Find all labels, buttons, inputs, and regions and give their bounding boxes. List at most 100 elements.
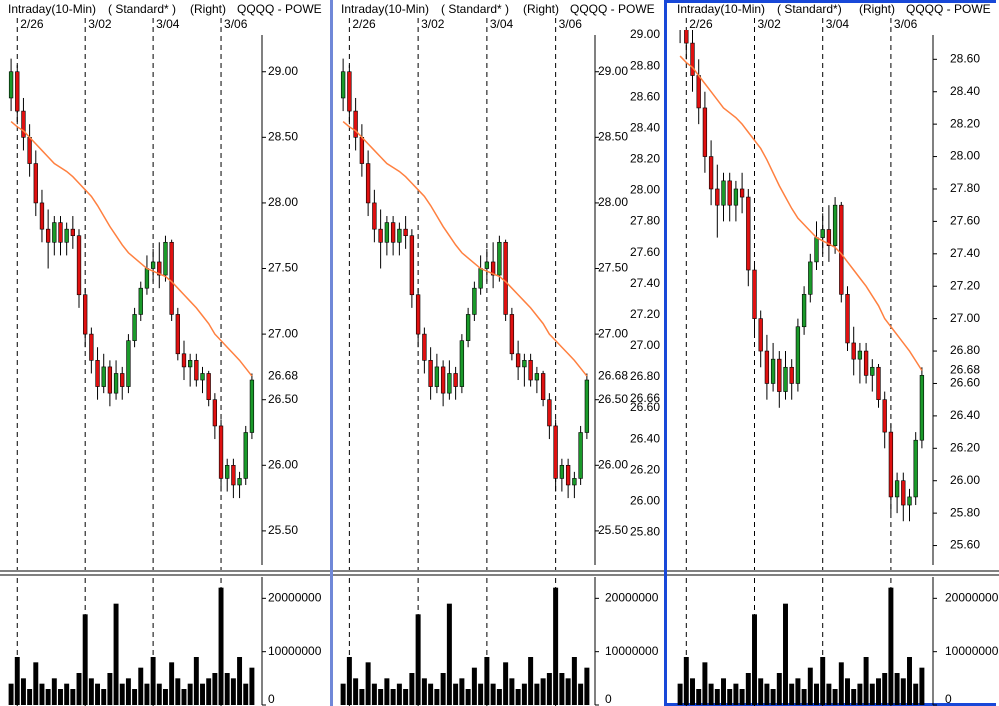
y2-tick-label: 28.80 [630, 58, 660, 72]
candle-body [919, 375, 925, 441]
date-label: 2/26 [352, 17, 376, 31]
candle-body [21, 110, 26, 138]
date-label: 3/06 [894, 17, 918, 31]
date-label: 3/02 [758, 17, 782, 31]
volume-bar [900, 678, 906, 705]
volume-bar [249, 667, 255, 705]
candle-body [422, 333, 427, 361]
volume-bar [125, 678, 131, 705]
volume-bar [150, 657, 156, 705]
y2-last-value-label: 26.66 [630, 391, 660, 405]
candle-body [70, 228, 75, 237]
candle-body [820, 229, 825, 238]
candle-body [8, 71, 14, 99]
y2-tick-label: 26.00 [630, 493, 660, 507]
candle-body [746, 196, 751, 271]
y-tick-label: 28.60 [950, 51, 980, 65]
candle-body [490, 261, 496, 276]
volume-bar [690, 678, 695, 705]
volume-bar [107, 673, 113, 705]
volume-bar [64, 683, 70, 705]
candle-body [126, 340, 131, 387]
volume-bar [801, 689, 807, 705]
candle-body [684, 30, 689, 44]
header-text: ( Standard*) [777, 2, 842, 16]
date-label: 3/02 [421, 17, 445, 31]
candle-body [384, 222, 390, 243]
volume-bar [838, 662, 844, 705]
candle-body [231, 464, 236, 486]
candle-body [200, 373, 205, 381]
volume-bar [243, 683, 249, 705]
candle-body [378, 228, 383, 243]
y2-tick-label: 26.60 [630, 400, 660, 414]
candle-body [839, 204, 844, 295]
candle-body [194, 360, 199, 381]
volume-bar [119, 683, 125, 705]
y2-tick-label: 27.40 [630, 276, 660, 290]
candle-body [503, 241, 508, 315]
volume-bar [82, 614, 88, 705]
volume-bar [752, 614, 757, 705]
y2-tick-label: 26.40 [630, 431, 660, 445]
volume-tick-label: 0 [605, 692, 612, 706]
candle-body [801, 294, 807, 328]
y2-tick-label: 27.60 [630, 245, 660, 259]
candle-body [181, 353, 187, 368]
volume-bar [14, 657, 20, 705]
candle-body [478, 268, 483, 289]
candle-body [696, 75, 701, 109]
candle-body [415, 294, 421, 335]
candle-body [888, 431, 894, 498]
volume-bar [200, 683, 205, 705]
candle-body [372, 202, 377, 230]
moving-average [10, 121, 253, 377]
candle-body [347, 71, 352, 112]
y-tick-label: 28.00 [598, 195, 628, 209]
volume-bar [365, 662, 371, 705]
candle-body [578, 432, 583, 479]
candle-body [553, 425, 558, 479]
candle-body [764, 350, 770, 384]
y-tick-label: 26.00 [598, 457, 628, 471]
candle-body [138, 287, 143, 315]
y-tick-label: 27.80 [950, 181, 980, 195]
volume-bar [521, 683, 527, 705]
volume-bar [175, 678, 181, 705]
volume-bar [465, 689, 471, 705]
y-tick-label: 25.80 [950, 505, 980, 519]
candle-body [237, 478, 242, 486]
volume-bar [187, 683, 193, 705]
candle-body [212, 399, 218, 427]
candle-body [434, 366, 440, 387]
volume-bar [193, 657, 199, 705]
volume-bar [390, 689, 396, 705]
volume-bar [770, 689, 776, 705]
volume-bar [51, 678, 57, 705]
candle-body [428, 360, 433, 387]
volume-bar [919, 667, 925, 705]
volume-bar [882, 673, 888, 705]
candle-body [113, 373, 119, 394]
candles [8, 58, 255, 499]
date-label: 2/26 [689, 17, 713, 31]
date-label: 2/26 [20, 17, 44, 31]
volume-bar [845, 678, 850, 705]
volume-tick-label: 20000000 [605, 591, 659, 605]
volume-bar [851, 689, 857, 705]
candle-body [15, 71, 20, 112]
volume-bar [224, 673, 230, 705]
y-tick-label: 28.50 [268, 129, 298, 143]
candle-body [863, 350, 869, 376]
volume-bar [8, 683, 14, 705]
y-tick-label: 28.20 [950, 116, 980, 130]
candle-body [770, 358, 776, 384]
volume-tick-label: 10000000 [605, 644, 659, 658]
candle-body [365, 163, 371, 204]
candles [340, 58, 590, 499]
candle-body [225, 464, 230, 479]
volume-bar [565, 678, 571, 705]
volume-bar [346, 657, 352, 705]
candle-body [144, 268, 150, 289]
